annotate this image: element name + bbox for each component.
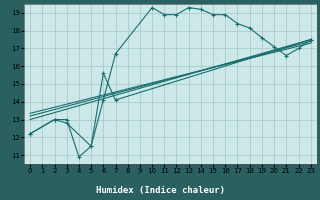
Text: Humidex (Indice chaleur): Humidex (Indice chaleur) [95, 186, 225, 194]
